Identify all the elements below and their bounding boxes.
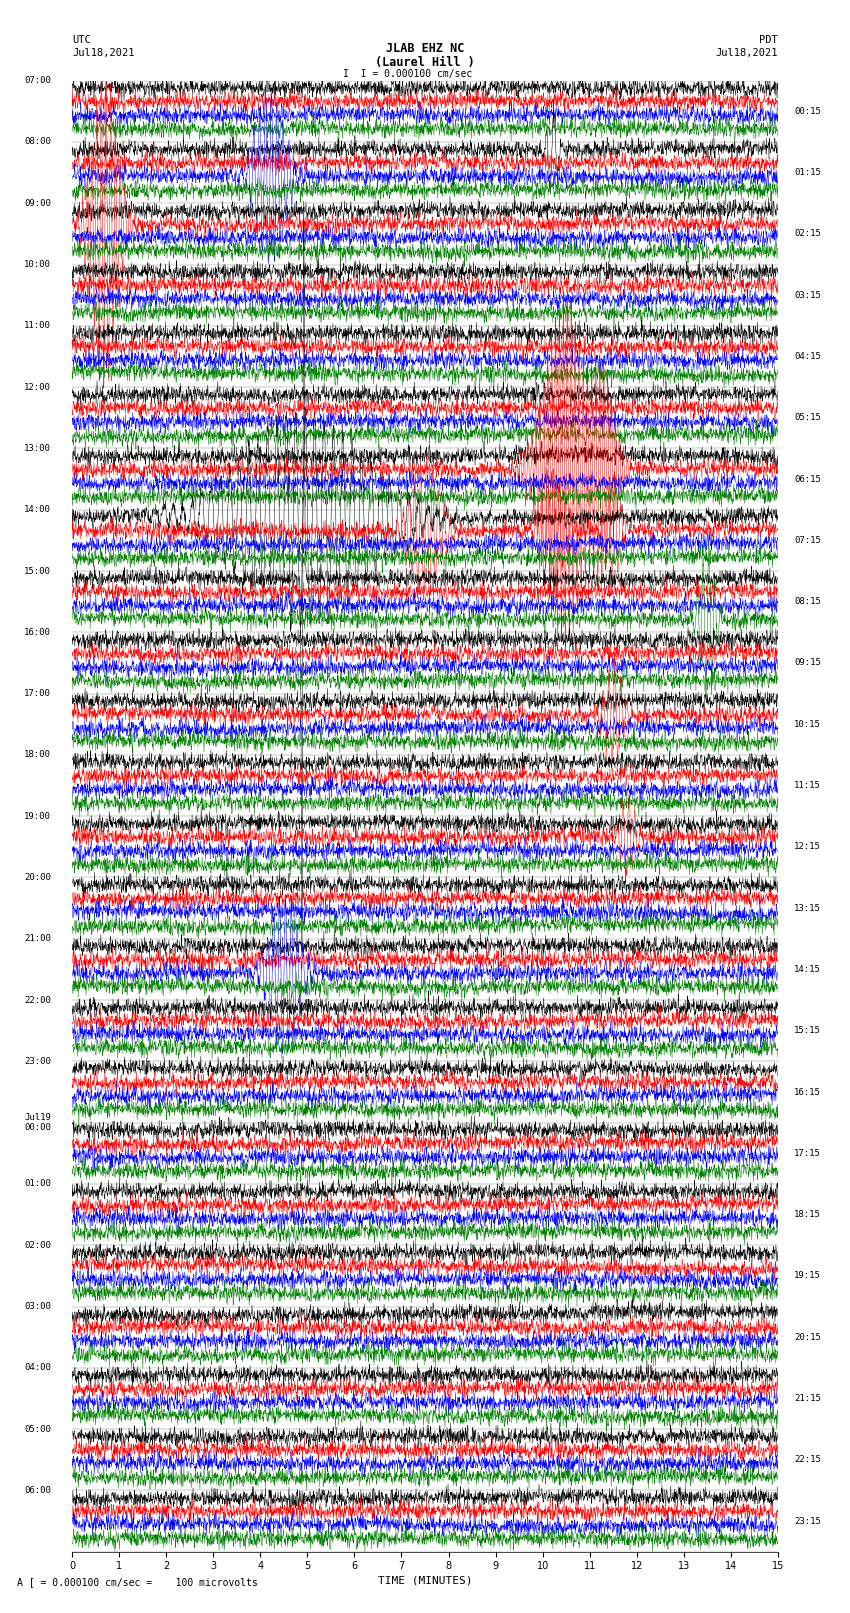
Text: 11:15: 11:15 [794, 781, 821, 790]
Text: 22:15: 22:15 [794, 1455, 821, 1465]
Text: 13:15: 13:15 [794, 903, 821, 913]
Text: 05:15: 05:15 [794, 413, 821, 423]
Text: 03:00: 03:00 [24, 1302, 51, 1311]
Text: (Laurel Hill ): (Laurel Hill ) [375, 56, 475, 69]
Text: 14:15: 14:15 [794, 965, 821, 974]
Text: 21:00: 21:00 [24, 934, 51, 944]
Text: 10:15: 10:15 [794, 719, 821, 729]
Text: 04:15: 04:15 [794, 352, 821, 361]
Text: 23:00: 23:00 [24, 1057, 51, 1066]
Text: 01:00: 01:00 [24, 1179, 51, 1189]
Text: 11:00: 11:00 [24, 321, 51, 331]
Text: 20:15: 20:15 [794, 1332, 821, 1342]
Text: 16:15: 16:15 [794, 1087, 821, 1097]
Text: UTC: UTC [72, 35, 91, 45]
Text: 17:00: 17:00 [24, 689, 51, 698]
Text: I  I = 0.000100 cm/sec: I I = 0.000100 cm/sec [343, 69, 473, 79]
Text: 12:15: 12:15 [794, 842, 821, 852]
Text: 06:00: 06:00 [24, 1486, 51, 1495]
Text: 07:00: 07:00 [24, 76, 51, 85]
Text: Jul18,2021: Jul18,2021 [72, 48, 135, 58]
Text: 16:00: 16:00 [24, 627, 51, 637]
Text: 00:15: 00:15 [794, 106, 821, 116]
Text: 08:00: 08:00 [24, 137, 51, 147]
Text: 19:15: 19:15 [794, 1271, 821, 1281]
Text: 07:15: 07:15 [794, 536, 821, 545]
Text: 20:00: 20:00 [24, 873, 51, 882]
Text: Jul18,2021: Jul18,2021 [715, 48, 778, 58]
Text: 15:00: 15:00 [24, 566, 51, 576]
Text: 23:15: 23:15 [794, 1516, 821, 1526]
Text: 04:00: 04:00 [24, 1363, 51, 1373]
Text: 09:00: 09:00 [24, 198, 51, 208]
Text: 22:00: 22:00 [24, 995, 51, 1005]
X-axis label: TIME (MINUTES): TIME (MINUTES) [377, 1576, 473, 1586]
Text: 17:15: 17:15 [794, 1148, 821, 1158]
Text: 12:00: 12:00 [24, 382, 51, 392]
Text: 14:00: 14:00 [24, 505, 51, 515]
Text: 18:15: 18:15 [794, 1210, 821, 1219]
Text: 10:00: 10:00 [24, 260, 51, 269]
Text: 09:15: 09:15 [794, 658, 821, 668]
Text: Jul19
00:00: Jul19 00:00 [24, 1113, 51, 1132]
Text: 06:15: 06:15 [794, 474, 821, 484]
Text: 19:00: 19:00 [24, 811, 51, 821]
Text: PDT: PDT [759, 35, 778, 45]
Text: 15:15: 15:15 [794, 1026, 821, 1036]
Text: JLAB EHZ NC: JLAB EHZ NC [386, 42, 464, 55]
Text: A [ = 0.000100 cm/sec =    100 microvolts: A [ = 0.000100 cm/sec = 100 microvolts [17, 1578, 258, 1587]
Text: 01:15: 01:15 [794, 168, 821, 177]
Text: 08:15: 08:15 [794, 597, 821, 606]
Text: 02:15: 02:15 [794, 229, 821, 239]
Text: 03:15: 03:15 [794, 290, 821, 300]
Text: 21:15: 21:15 [794, 1394, 821, 1403]
Text: 13:00: 13:00 [24, 444, 51, 453]
Text: 02:00: 02:00 [24, 1240, 51, 1250]
Text: 18:00: 18:00 [24, 750, 51, 760]
Text: 05:00: 05:00 [24, 1424, 51, 1434]
